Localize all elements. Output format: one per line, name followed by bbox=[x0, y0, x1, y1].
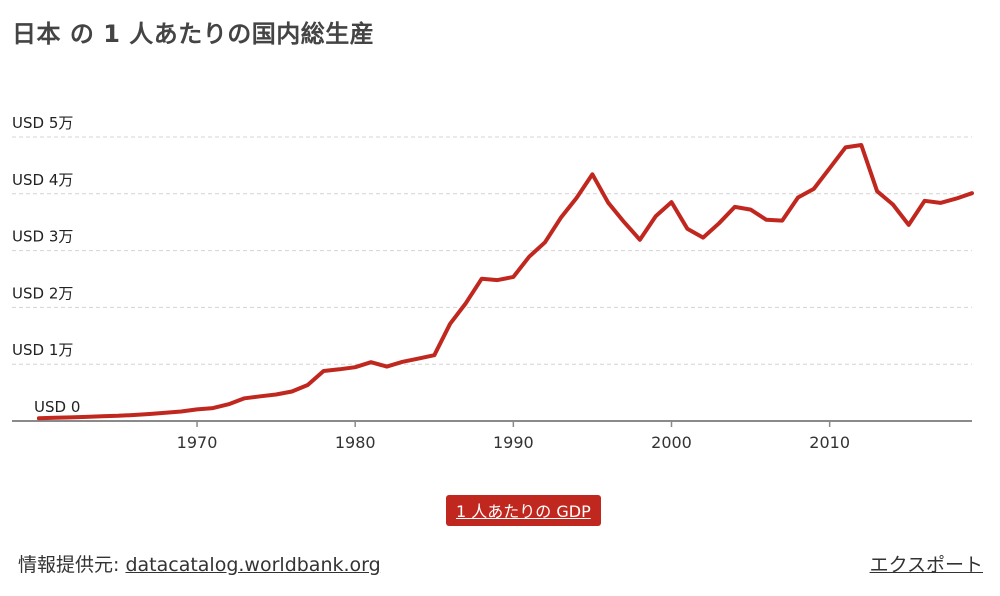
y-tick-label: USD 0 bbox=[34, 398, 80, 416]
y-tick-label: USD 1万 bbox=[12, 341, 73, 359]
source-link[interactable]: datacatalog.worldbank.org bbox=[125, 554, 381, 576]
x-tick-label: 1990 bbox=[493, 433, 534, 452]
y-tick-label: USD 2万 bbox=[12, 284, 73, 302]
x-tick-label: 2000 bbox=[651, 433, 692, 452]
source-attribution: 情報提供元: datacatalog.worldbank.org bbox=[18, 550, 381, 577]
x-tick-label: 1970 bbox=[177, 433, 218, 452]
series-line-gdp-per-capita bbox=[36, 143, 974, 421]
y-tick-label: USD 5万 bbox=[12, 114, 73, 132]
chart-canvas: USD 0 USD 1万 USD 2万 USD 3万 USD 4万 USD 5万 1970 1… bbox=[12, 114, 974, 452]
source-prefix: 情報提供元: bbox=[18, 554, 120, 576]
legend-toggle-button[interactable]: 1 人あたりの GDP bbox=[446, 495, 601, 526]
y-tick-label: USD 3万 bbox=[12, 228, 73, 246]
chart-title: 日本 の 1 人あたりの国内総生産 bbox=[12, 20, 375, 48]
x-tick-label: 1980 bbox=[335, 433, 376, 452]
export-link[interactable]: エクスポート bbox=[869, 554, 983, 576]
y-tick-label: USD 4万 bbox=[12, 171, 73, 189]
x-tick-label: 2010 bbox=[809, 433, 850, 452]
